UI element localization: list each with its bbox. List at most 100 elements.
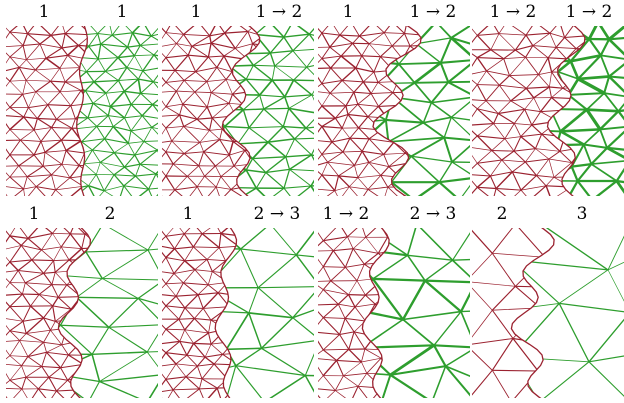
left-mesh-edge (541, 133, 561, 152)
right-mesh-edge (582, 143, 609, 149)
right-mesh-edge (91, 351, 148, 356)
left-mesh-edge (534, 133, 543, 150)
left-mesh-edge (138, 270, 158, 271)
left-mesh-edge (124, 250, 134, 259)
left-mesh-edge (476, 84, 500, 86)
panel-1-right-label: 1 (116, 2, 128, 22)
left-mesh-edge (82, 363, 86, 377)
left-mesh-edge (165, 90, 177, 108)
left-mesh-edge (410, 292, 439, 293)
left-mesh-edge (318, 58, 323, 70)
left-mesh-edge (434, 150, 443, 164)
right-mesh-edge (605, 146, 624, 162)
left-mesh-edge (336, 359, 344, 377)
left-mesh-edge (121, 82, 130, 91)
left-mesh-edge (263, 115, 271, 127)
right-mesh-edge (547, 143, 559, 147)
right-mesh-edge (134, 55, 144, 72)
right-mesh-edge (224, 125, 250, 129)
left-mesh-edge (69, 228, 76, 235)
right-mesh-edge (617, 110, 624, 128)
left-region-mesh (318, 228, 439, 398)
left-mesh-edge (318, 153, 323, 168)
right-mesh-edge (283, 79, 295, 98)
left-mesh-edge (520, 135, 537, 150)
left-mesh-edge (263, 126, 273, 143)
left-mesh-edge (449, 140, 457, 150)
left-mesh-edge (425, 35, 434, 45)
left-mesh-edge (288, 297, 292, 304)
left-mesh-edge (305, 259, 315, 262)
left-mesh-edge (54, 259, 70, 273)
left-mesh-edge (37, 376, 50, 390)
left-mesh-edge (36, 117, 53, 129)
left-mesh-edge (248, 389, 254, 398)
right-mesh-edge (99, 162, 125, 168)
left-mesh-edge (35, 80, 52, 93)
left-mesh-edge (35, 186, 56, 191)
left-mesh-edge (19, 340, 29, 357)
left-mesh-edge (55, 185, 84, 191)
left-mesh-edge (363, 263, 385, 279)
left-mesh-edge (50, 67, 61, 82)
left-mesh-edge (162, 283, 167, 295)
left-mesh-edge (225, 71, 233, 81)
left-mesh-edge (43, 341, 63, 346)
left-mesh-edge (26, 33, 41, 45)
left-mesh-edge (331, 26, 341, 36)
right-mesh-edge (511, 259, 513, 316)
right-mesh-edge (511, 259, 560, 304)
right-mesh-edge (86, 26, 99, 34)
left-mesh-edge (243, 259, 257, 269)
left-mesh-edge (547, 46, 557, 59)
right-mesh-edge (102, 228, 149, 251)
right-mesh-edge (451, 139, 470, 163)
left-mesh-edge (165, 151, 185, 154)
left-mesh-edge (364, 335, 376, 350)
left-mesh-edge (175, 363, 187, 378)
left-mesh-edge (206, 102, 230, 108)
right-mesh-edge (123, 185, 150, 190)
left-mesh-edge (265, 353, 275, 365)
left-mesh-edge (186, 342, 195, 356)
left-mesh-edge (218, 247, 226, 262)
left-mesh-edge (182, 26, 200, 36)
right-region-mesh (76, 26, 158, 196)
right-mesh-edge (283, 185, 312, 189)
left-mesh-edge (60, 246, 70, 261)
left-mesh-edge (194, 91, 212, 94)
right-mesh-edge (113, 174, 125, 187)
left-mesh-edge (45, 47, 63, 59)
left-mesh-edge (121, 150, 127, 164)
left-mesh-edge (380, 174, 389, 188)
left-mesh-edge (194, 81, 208, 93)
left-mesh-edge (35, 69, 51, 82)
right-mesh-edge (87, 185, 97, 196)
left-mesh-edge (220, 188, 232, 196)
right-mesh-edge (608, 75, 624, 80)
left-mesh-edge (532, 45, 549, 59)
left-mesh-edge (165, 140, 173, 153)
left-mesh-edge (337, 175, 350, 188)
left-mesh-edge (252, 43, 260, 58)
right-mesh-edge (247, 312, 294, 319)
left-mesh-edge (214, 154, 230, 167)
left-mesh-edge (321, 153, 329, 163)
left-mesh-edge (59, 90, 82, 93)
right-mesh-edge (123, 78, 140, 92)
right-mesh-edge (410, 155, 441, 183)
left-mesh-edge (491, 369, 512, 398)
left-mesh-edge (165, 352, 177, 365)
left-mesh-edge (216, 66, 233, 73)
right-mesh-edge (111, 26, 123, 36)
left-mesh-edge (498, 33, 527, 36)
right-mesh-edge (190, 169, 202, 182)
left-mesh-edge (233, 163, 255, 167)
right-mesh-edge (137, 297, 158, 307)
left-mesh-edge (184, 307, 204, 309)
left-mesh-edge (235, 115, 252, 120)
right-mesh-edge (123, 103, 132, 119)
left-mesh-edge (39, 43, 47, 59)
left-mesh-edge (302, 236, 314, 248)
left-mesh-edge (344, 263, 365, 268)
